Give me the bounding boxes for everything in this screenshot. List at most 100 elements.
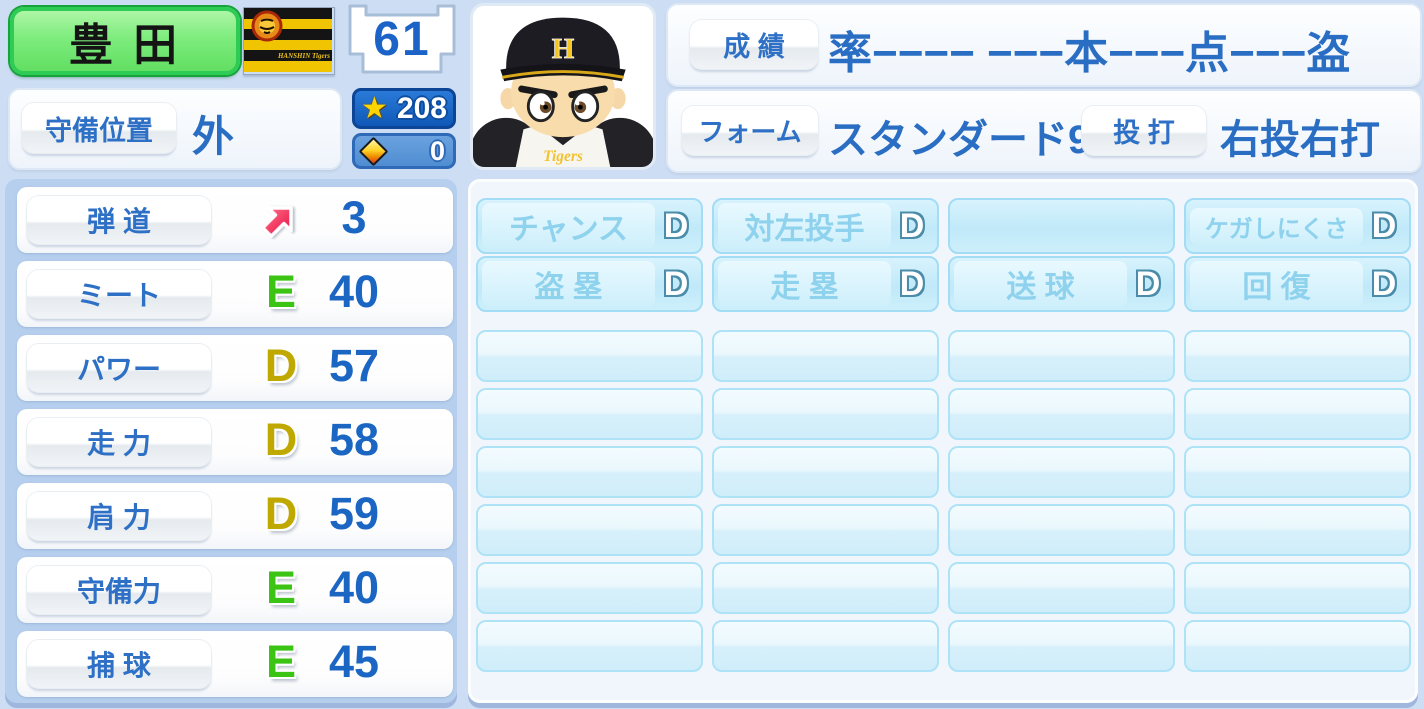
ability-empty-cell — [1184, 388, 1411, 440]
ability-recovery: 回 復 D — [1184, 256, 1411, 312]
ability-throwing: 送 球 D — [948, 256, 1175, 312]
catching-value: 45 — [328, 636, 380, 687]
ability-empty-cell — [1184, 446, 1411, 498]
ability-empty-cell — [712, 504, 939, 556]
ability-empty-cell — [476, 446, 703, 498]
abilities-panel: チャンス D 対左投手 D ケガしにくさ D 盗 塁 D 走 塁 D — [468, 179, 1418, 703]
position-value: 外 — [192, 113, 235, 160]
stat-row-catching: 捕 球 E 45 — [17, 631, 453, 697]
stat-row-fielding: 守備力 E 40 — [17, 557, 453, 623]
position-label: 守備位置 — [22, 103, 176, 153]
form-box: フォーム スタンダード9 投 打 右投右打 — [666, 89, 1422, 173]
arm-value: 59 — [328, 488, 380, 539]
player-name: 豊 田 — [68, 21, 182, 70]
ability-grade: D — [899, 206, 925, 245]
ability-empty-cell — [948, 330, 1175, 382]
ability-empty-cell — [476, 562, 703, 614]
attributes-panel: 弾 道 3 ミート E 40 パワー D 57 走 力 D 58 肩 力 — [5, 179, 457, 703]
stat-row-arm: 肩 力 D 59 — [17, 483, 453, 549]
ability-empty-cell — [1184, 562, 1411, 614]
jersey-text: Tigers — [543, 148, 583, 165]
stats-line: 率−−−− −−−本−−−点−−−盗 — [828, 29, 1351, 78]
ability-row-empty — [476, 504, 1411, 556]
ability-empty-cell — [948, 446, 1175, 498]
stat-row-speed: 走 力 D 58 — [17, 409, 453, 475]
ability-row-2: 盗 塁 D 走 塁 D 送 球 D 回 復 D — [476, 256, 1411, 312]
ability-empty-cell — [476, 388, 703, 440]
ability-row-1: チャンス D 対左投手 D ケガしにくさ D — [476, 198, 1411, 254]
ability-empty-cell — [476, 620, 703, 672]
ability-empty-slot — [948, 198, 1175, 254]
fielding-grade: E — [265, 562, 296, 613]
speed-label: 走 力 — [27, 418, 211, 466]
speed-grade: D — [264, 414, 298, 465]
ability-vs-lefty: 対左投手 D — [712, 198, 939, 254]
player-avatar-icon: Tigers H — [473, 17, 653, 167]
ability-empty-cell — [1184, 330, 1411, 382]
contact-grade: E — [265, 266, 296, 317]
star-points-value: 208 — [396, 91, 447, 125]
player-avatar: Tigers H — [470, 3, 656, 170]
star-points-badge: ★ 208 — [352, 88, 456, 129]
batting-stats-box: 成 績 率−−−− −−−本−−−点−−−盗 — [666, 3, 1422, 87]
ability-row-empty — [476, 388, 1411, 440]
ability-chance: チャンス D — [476, 198, 703, 254]
ability-empty-cell — [712, 388, 939, 440]
star-icon: ★ — [361, 91, 388, 125]
position-box: 守備位置 外 — [8, 88, 342, 170]
ability-grade: D — [663, 206, 689, 245]
ability-empty-cell — [712, 562, 939, 614]
overall-rating-plate: 61 — [347, 3, 457, 75]
trajectory-label: 弾 道 — [27, 196, 211, 244]
power-label: パワー — [27, 344, 211, 392]
catching-label: 捕 球 — [27, 640, 211, 688]
trajectory-arrow-icon — [260, 206, 293, 239]
ability-durability: ケガしにくさ D — [1184, 198, 1411, 254]
trajectory-value: 3 — [341, 192, 367, 243]
ability-empty-cell — [948, 620, 1175, 672]
ability-grade: D — [899, 264, 925, 303]
arm-grade: D — [264, 488, 298, 539]
team-flag: HANSHIN Tigers — [243, 7, 335, 75]
ability-empty-cell — [476, 330, 703, 382]
ability-empty-cell — [712, 446, 939, 498]
ability-empty-cell — [476, 504, 703, 556]
tigers-flag-icon: HANSHIN Tigers — [244, 8, 332, 72]
ability-grade: D — [1371, 206, 1397, 245]
ability-row-empty — [476, 562, 1411, 614]
ability-grade: D — [663, 264, 689, 303]
ability-baserunning: 走 塁 D — [712, 256, 939, 312]
overall-rating-value: 61 — [373, 13, 431, 66]
form-label: フォーム — [682, 106, 818, 155]
ability-empty-cell — [1184, 620, 1411, 672]
ability-grade: D — [1371, 264, 1397, 303]
ability-stealing: 盗 塁 D — [476, 256, 703, 312]
speed-value: 58 — [328, 414, 380, 465]
contact-value: 40 — [328, 266, 380, 317]
form-value: スタンダード9 — [828, 118, 1091, 162]
ability-grade: D — [1135, 264, 1161, 303]
fielding-value: 40 — [328, 562, 380, 613]
ability-empty-cell — [948, 562, 1175, 614]
cap-logo: H — [552, 33, 574, 65]
ability-row-empty — [476, 620, 1411, 672]
arm-label: 肩 力 — [27, 492, 211, 540]
contact-label: ミート — [27, 270, 211, 318]
medal-points-badge: 0 — [352, 133, 456, 169]
stat-row-power: パワー D 57 — [17, 335, 453, 401]
ability-empty-cell — [948, 504, 1175, 556]
number-plate-shape — [348, 4, 456, 74]
power-value: 57 — [328, 340, 380, 391]
throw-bat-label: 投 打 — [1082, 106, 1206, 155]
ability-empty-cell — [948, 388, 1175, 440]
ability-empty-cell — [712, 330, 939, 382]
ability-empty-cell — [1184, 504, 1411, 556]
stat-row-trajectory: 弾 道 3 — [17, 187, 453, 253]
stats-label: 成 績 — [690, 20, 818, 69]
player-name-plate: 豊 田 — [10, 7, 240, 75]
ability-row-empty — [476, 330, 1411, 382]
fielding-label: 守備力 — [27, 566, 211, 614]
ability-empty-cell — [712, 620, 939, 672]
flag-script-text: HANSHIN Tigers — [277, 52, 330, 60]
